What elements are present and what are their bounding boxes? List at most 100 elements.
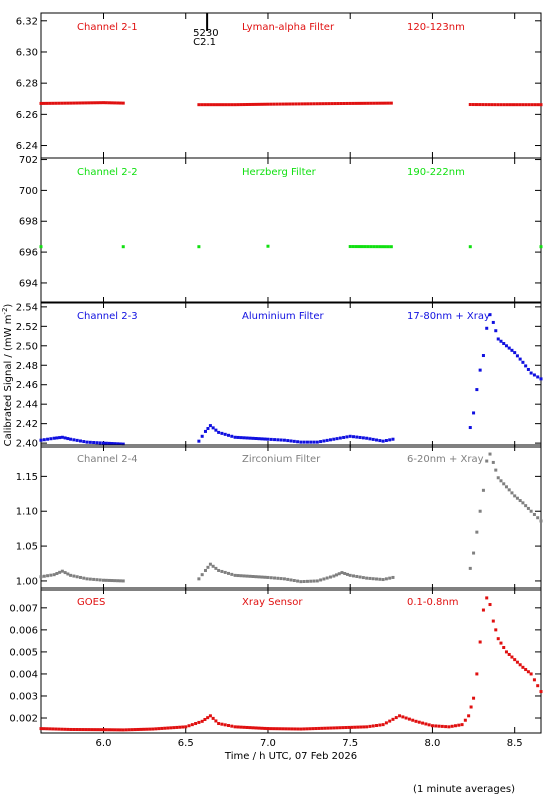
data-point-1-96 (474, 103, 478, 107)
data-point-1-70 (321, 102, 325, 106)
data-point-1-74 (333, 102, 337, 106)
data-point-3-84 (375, 438, 379, 442)
y-tick-label-3-1: 2.42 (16, 419, 38, 430)
data-point-4-78 (352, 574, 355, 578)
y-tick-label-2-3: 700 (19, 186, 38, 197)
band-label-2: 190-222nm (407, 167, 465, 178)
data-point-1-32 (206, 103, 210, 107)
data-point-5-57 (208, 714, 212, 718)
data-point-4-57 (286, 577, 290, 581)
data-point-4-104 (507, 488, 511, 492)
data-point-3-62 (302, 440, 306, 444)
data-point-4-46 (251, 575, 255, 579)
data-point-1-8 (63, 101, 67, 105)
y-tick-label-2-2: 698 (19, 217, 38, 228)
data-point-3-63 (305, 440, 309, 444)
filter-label-3: Aluminium Filter (242, 311, 325, 322)
data-point-5-80 (278, 727, 282, 731)
data-point-5-93 (317, 726, 321, 730)
data-point-1-33 (209, 103, 213, 107)
data-point-5-161 (526, 670, 530, 674)
data-point-1-27 (118, 101, 122, 105)
data-point-1-16 (87, 101, 91, 105)
data-point-4-48 (257, 575, 261, 579)
data-point-5-46 (175, 725, 179, 729)
data-point-5-36 (145, 727, 149, 731)
data-point-3-104 (510, 348, 514, 352)
data-point-5-136 (453, 724, 457, 728)
data-point-1-65 (306, 102, 310, 106)
data-point-5-114 (381, 723, 385, 727)
data-point-5-150 (496, 637, 500, 641)
data-point-4-111 (526, 506, 530, 510)
data-point-4-12 (75, 575, 79, 579)
data-point-3-52 (269, 437, 273, 441)
data-point-1-46 (248, 102, 252, 106)
data-point-4-89 (388, 576, 392, 580)
data-point-3-61 (299, 440, 303, 444)
data-point-3-111 (529, 371, 533, 375)
data-point-3-5 (55, 436, 59, 440)
data-point-2-17 (386, 245, 390, 249)
data-point-5-107 (359, 725, 363, 729)
data-point-5-127 (424, 722, 428, 726)
data-point-3-81 (365, 436, 369, 440)
data-point-3-107 (518, 357, 522, 361)
data-point-4-21 (104, 578, 108, 582)
data-point-4-22 (107, 578, 111, 582)
data-point-1-80 (351, 101, 355, 105)
data-point-3-16 (88, 440, 92, 444)
data-point-1-63 (300, 102, 304, 106)
data-point-1-69 (318, 102, 322, 106)
y-tick-label-3-2: 2.44 (16, 400, 38, 411)
panel-frame-2 (40, 157, 542, 304)
data-point-3-70 (328, 438, 332, 442)
data-point-3-64 (309, 440, 313, 444)
data-point-4-9 (66, 572, 70, 576)
filter-label-2: Herzberg Filter (242, 167, 317, 178)
data-point-1-29 (197, 103, 201, 107)
data-point-5-66 (236, 725, 240, 729)
filter-label-4: Zirconium Filter (242, 454, 321, 465)
data-point-5-141 (469, 705, 473, 709)
data-point-1-7 (60, 101, 64, 105)
x-tick-label-5: 8.5 (507, 738, 523, 749)
data-point-5-56 (206, 716, 210, 720)
data-point-5-24 (110, 728, 114, 732)
data-point-3-80 (361, 436, 365, 440)
data-point-5-142 (472, 696, 476, 700)
data-point-3-46 (251, 436, 255, 440)
data-point-4-5 (55, 572, 59, 576)
data-point-5-73 (257, 726, 261, 730)
data-point-4-3 (49, 573, 53, 577)
data-point-5-111 (371, 724, 375, 728)
data-point-4-79 (355, 574, 359, 578)
data-point-5-163 (532, 678, 536, 682)
data-point-4-102 (502, 482, 506, 486)
data-point-5-68 (242, 725, 246, 729)
data-point-5-99 (335, 726, 339, 730)
data-point-3-54 (276, 438, 280, 442)
y-tick-label-5-3: 0.005 (9, 647, 38, 658)
series-3 (39, 313, 543, 446)
data-point-5-54 (200, 719, 204, 723)
data-point-3-90 (468, 426, 472, 430)
data-point-1-15 (84, 101, 88, 105)
data-point-5-22 (104, 728, 108, 732)
data-point-5-140 (467, 714, 471, 718)
data-point-3-27 (121, 442, 125, 446)
data-point-5-131 (437, 724, 441, 728)
data-point-3-49 (260, 437, 264, 441)
channel-label-5: GOES (77, 597, 105, 608)
data-point-1-103 (496, 103, 500, 107)
data-point-5-85 (293, 727, 297, 731)
data-point-5-115 (384, 721, 388, 725)
data-point-1-41 (233, 103, 237, 107)
x-tick-label-0: 6.0 (96, 738, 112, 749)
data-point-4-99 (494, 468, 498, 472)
filter-label-1: Lyman-alpha Filter (242, 22, 335, 33)
data-point-3-34 (214, 428, 218, 432)
data-point-4-4 (52, 573, 56, 577)
data-point-5-25 (113, 728, 117, 732)
data-point-5-2 (45, 727, 49, 731)
